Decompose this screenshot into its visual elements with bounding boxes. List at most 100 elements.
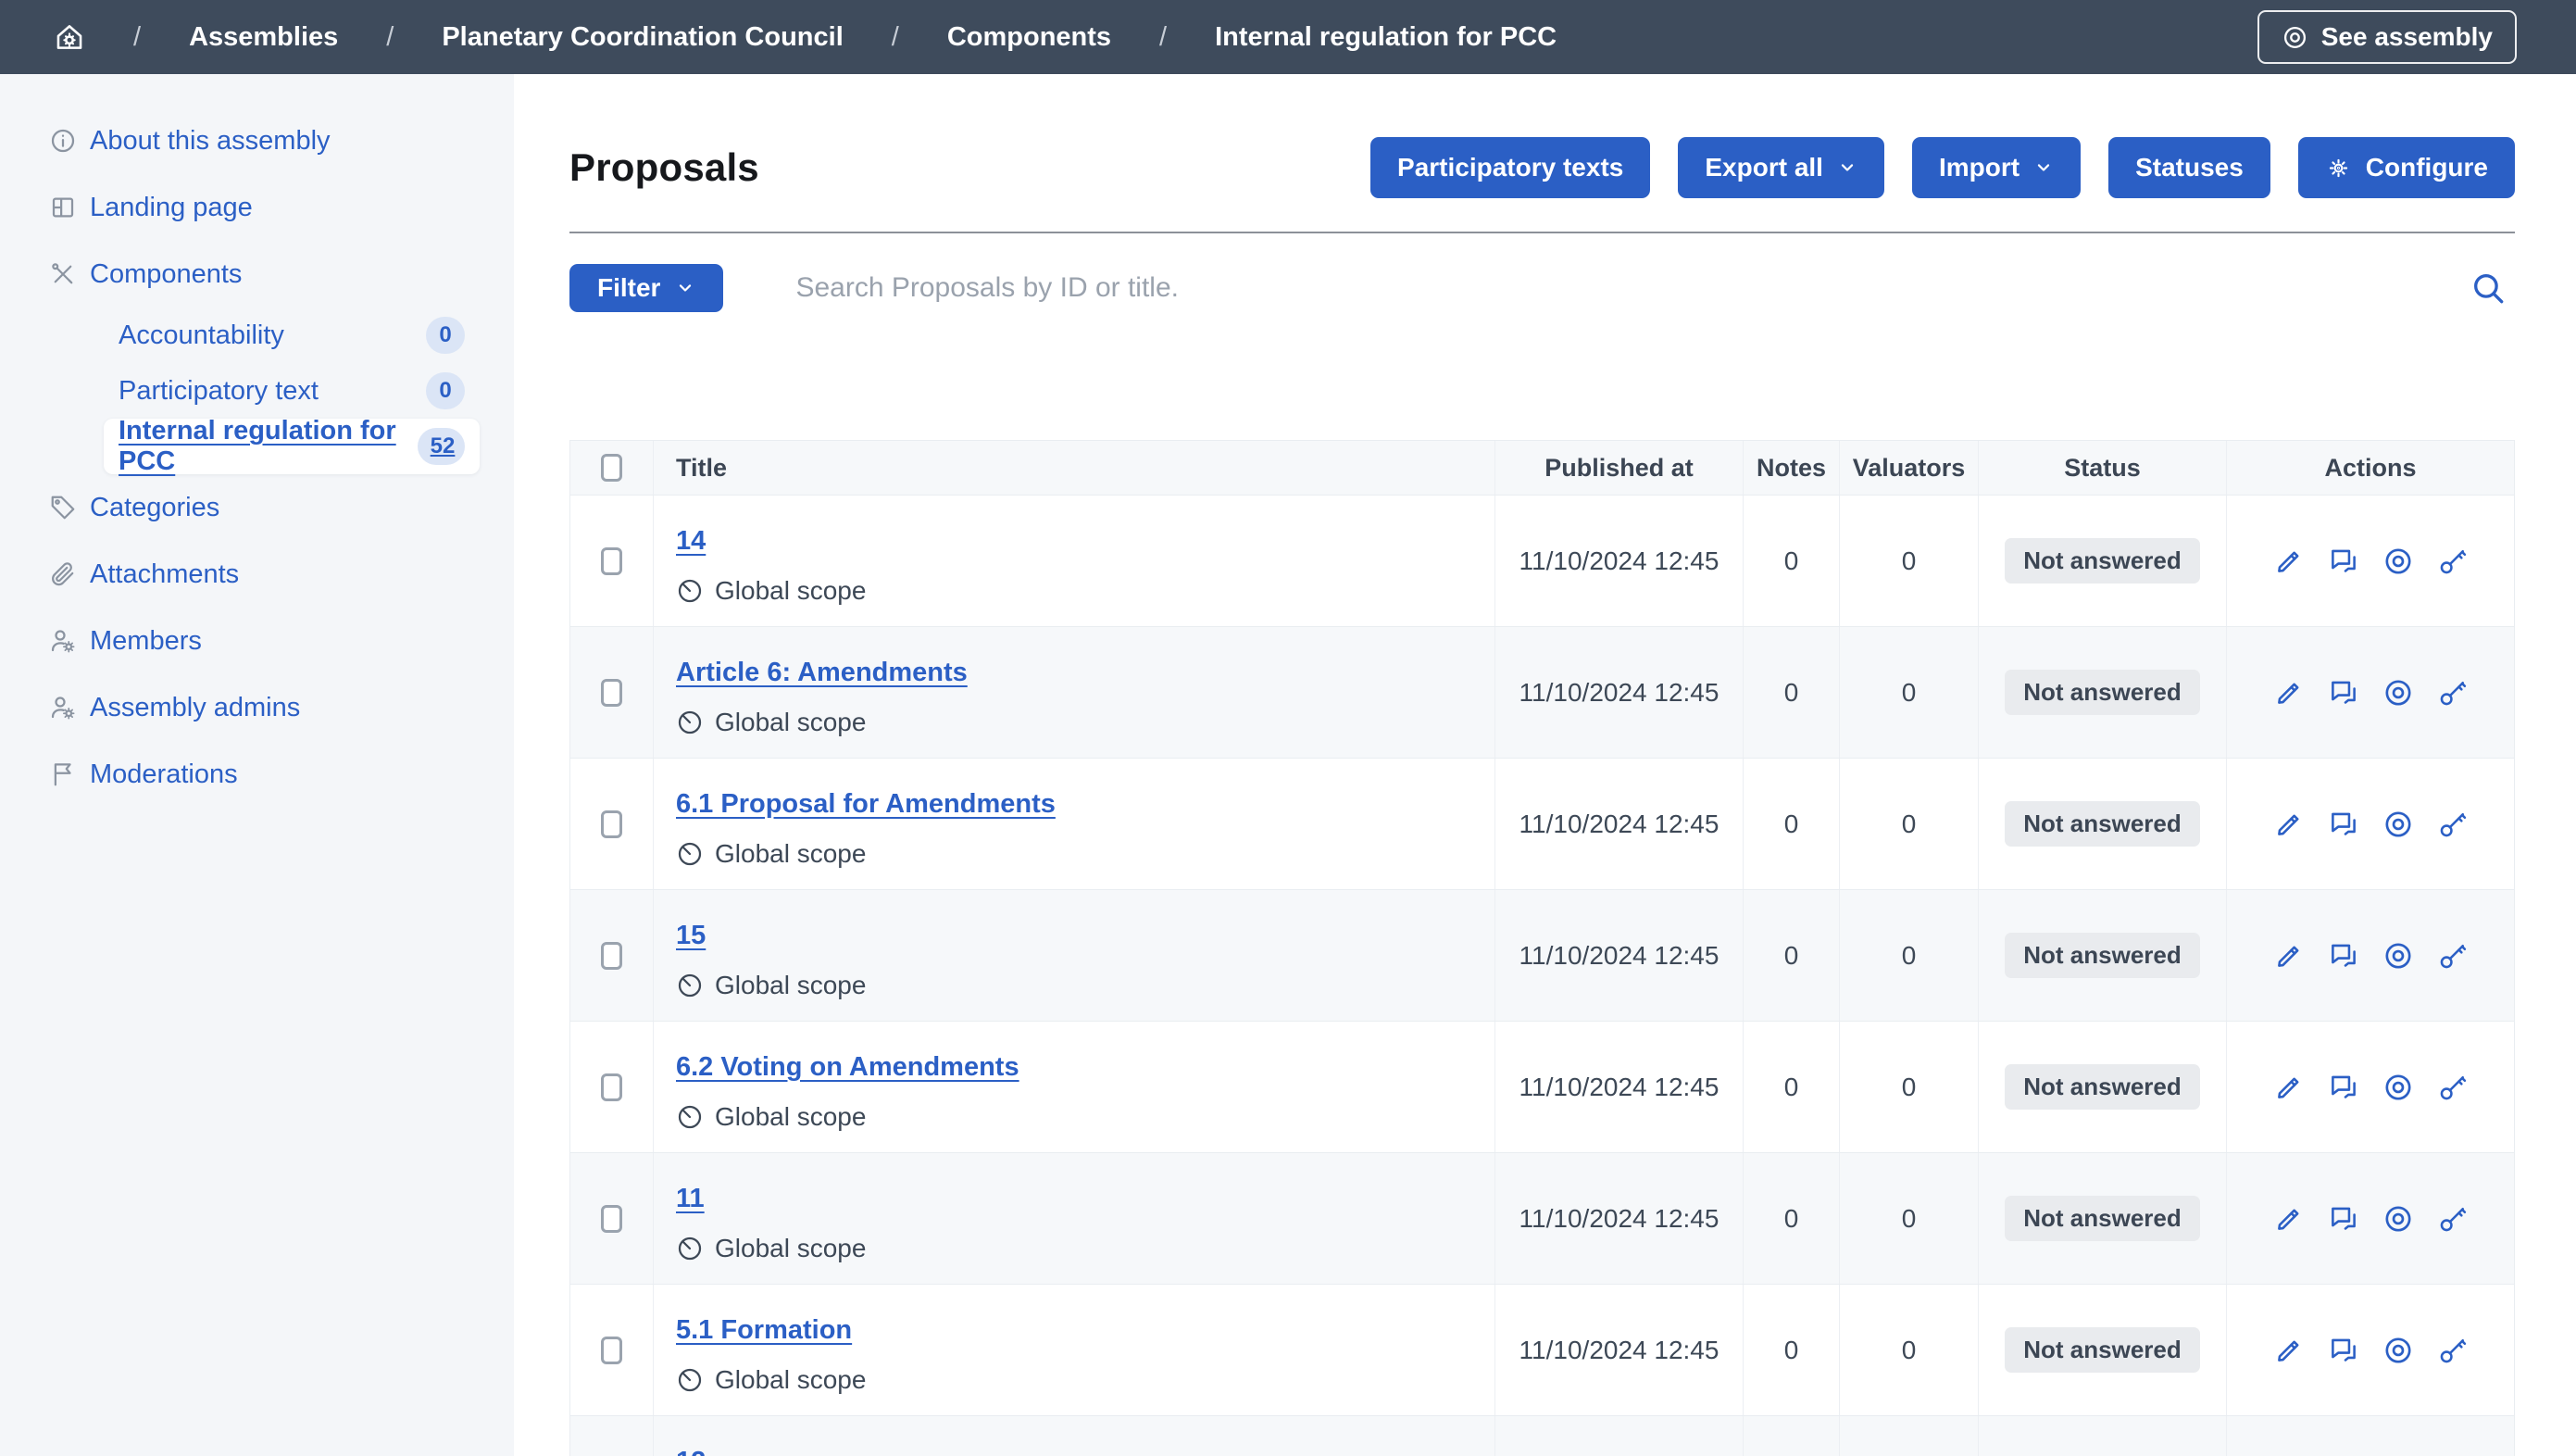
row-checkbox[interactable] <box>601 547 622 575</box>
row-checkbox[interactable] <box>601 942 622 970</box>
permissions-button[interactable] <box>2437 546 2469 577</box>
home-breadcrumb-link[interactable] <box>54 21 85 53</box>
sidebar-item-label: Categories <box>90 493 219 523</box>
sidebar-item-label: Assembly admins <box>90 693 300 723</box>
export-all-button[interactable]: Export all <box>1678 137 1884 198</box>
preview-proposal-button[interactable] <box>2382 1335 2414 1366</box>
sidebar: About this assembly Landing page Compone… <box>0 74 514 1456</box>
preview-proposal-button[interactable] <box>2382 940 2414 972</box>
row-checkbox[interactable] <box>601 810 622 838</box>
permissions-button[interactable] <box>2437 1203 2469 1235</box>
proposal-title-link[interactable]: Article 6: Amendments <box>676 658 968 688</box>
preview-proposal-button[interactable] <box>2382 546 2414 577</box>
permissions-button[interactable] <box>2437 940 2469 972</box>
proposal-scope: Global scope <box>676 1102 1472 1132</box>
answer-proposal-button[interactable] <box>2328 677 2359 709</box>
answer-proposal-button[interactable] <box>2328 1072 2359 1103</box>
column-header-valuators: Valuators <box>1840 441 1979 495</box>
sidebar-item-moderations[interactable]: Moderations <box>0 741 514 808</box>
sidebar-item-internal-regulation[interactable]: Internal regulation for PCC 52 <box>104 419 480 474</box>
permissions-button[interactable] <box>2437 677 2469 709</box>
global-scope-icon <box>676 1103 704 1131</box>
configure-label: Configure <box>2366 153 2488 182</box>
chat-answer-icon <box>2328 940 2359 972</box>
focus-eye-icon <box>2382 677 2414 709</box>
filter-label: Filter <box>597 273 660 303</box>
row-checkbox[interactable] <box>601 1337 622 1364</box>
sidebar-item-members[interactable]: Members <box>0 608 514 674</box>
column-header-status: Status <box>1979 441 2227 495</box>
sidebar-item-label: Components <box>90 259 242 290</box>
filter-button[interactable]: Filter <box>569 264 723 312</box>
proposal-title-link[interactable]: 6.1 Proposal for Amendments <box>676 789 1056 820</box>
permissions-button[interactable] <box>2437 1335 2469 1366</box>
table-row: 14 Global scope 11/10/2024 12:45 0 0 Not… <box>570 495 2514 626</box>
edit-proposal-button[interactable] <box>2273 1335 2305 1366</box>
edit-proposal-button[interactable] <box>2273 1203 2305 1235</box>
breadcrumb-item-current-component[interactable]: Internal regulation for PCC <box>1215 22 1557 53</box>
permissions-button[interactable] <box>2437 809 2469 840</box>
proposal-title-link[interactable]: 12 <box>676 1447 706 1456</box>
edit-proposal-button[interactable] <box>2273 677 2305 709</box>
answer-proposal-button[interactable] <box>2328 1335 2359 1366</box>
sidebar-item-about-assembly[interactable]: About this assembly <box>0 107 514 174</box>
column-header-title: Title <box>654 441 1495 495</box>
search-button[interactable] <box>2469 269 2507 308</box>
status-badge: Not answered <box>2005 670 2200 715</box>
edit-proposal-button[interactable] <box>2273 546 2305 577</box>
answer-proposal-button[interactable] <box>2328 546 2359 577</box>
permissions-button[interactable] <box>2437 1072 2469 1103</box>
configure-button[interactable]: Configure <box>2298 137 2515 198</box>
statuses-button[interactable]: Statuses <box>2108 137 2270 198</box>
row-checkbox[interactable] <box>601 1205 622 1233</box>
proposal-title-link[interactable]: 14 <box>676 526 706 557</box>
chat-answer-icon <box>2328 677 2359 709</box>
status-badge: Not answered <box>2005 538 2200 584</box>
proposal-title-link[interactable]: 15 <box>676 921 706 951</box>
sidebar-item-landing-page[interactable]: Landing page <box>0 174 514 241</box>
valuators-count: 0 <box>1840 890 1979 1021</box>
see-assembly-button[interactable]: See assembly <box>2257 10 2517 64</box>
table-row: 15 Global scope 11/10/2024 12:45 0 0 Not… <box>570 889 2514 1021</box>
valuators-count: 0 <box>1840 627 1979 758</box>
toolbar: Participatory texts Export all Import St… <box>1370 137 2515 198</box>
sidebar-item-categories[interactable]: Categories <box>0 474 514 541</box>
sidebar-item-label: About this assembly <box>90 126 331 157</box>
edit-proposal-button[interactable] <box>2273 1072 2305 1103</box>
import-button[interactable]: Import <box>1912 137 2081 198</box>
proposal-title-link[interactable]: 6.2 Voting on Amendments <box>676 1052 1019 1083</box>
sidebar-item-participatory-text[interactable]: Participatory text 0 <box>104 363 480 419</box>
preview-proposal-button[interactable] <box>2382 1203 2414 1235</box>
breadcrumb-separator: / <box>1159 22 1167 53</box>
breadcrumb-item-assemblies[interactable]: Assemblies <box>189 22 338 53</box>
preview-proposal-button[interactable] <box>2382 677 2414 709</box>
breadcrumb-separator: / <box>133 22 141 53</box>
participatory-texts-button[interactable]: Participatory texts <box>1370 137 1650 198</box>
published-at-cell: 11/10/2024 12:45 <box>1495 890 1744 1021</box>
search-input[interactable] <box>723 264 2469 312</box>
select-all-checkbox[interactable] <box>601 454 622 482</box>
preview-proposal-button[interactable] <box>2382 809 2414 840</box>
edit-proposal-button[interactable] <box>2273 809 2305 840</box>
preview-proposal-button[interactable] <box>2382 1072 2414 1103</box>
edit-proposal-button[interactable] <box>2273 940 2305 972</box>
sidebar-item-accountability[interactable]: Accountability 0 <box>104 308 480 363</box>
proposals-table: Title Published at Notes Valuators Statu… <box>569 440 2515 1456</box>
breadcrumb-item-components[interactable]: Components <box>947 22 1111 53</box>
status-badge: Not answered <box>2005 801 2200 847</box>
breadcrumb-item-assembly[interactable]: Planetary Coordination Council <box>442 22 843 53</box>
sidebar-subitem-label: Internal regulation for PCC <box>119 416 418 477</box>
row-checkbox[interactable] <box>601 679 622 707</box>
proposal-title-link[interactable]: 11 <box>676 1184 705 1214</box>
answer-proposal-button[interactable] <box>2328 940 2359 972</box>
sidebar-item-attachments[interactable]: Attachments <box>0 541 514 608</box>
answer-proposal-button[interactable] <box>2328 1203 2359 1235</box>
answer-proposal-button[interactable] <box>2328 809 2359 840</box>
user-settings-icon <box>49 627 77 655</box>
proposal-title-link[interactable]: 5.1 Formation <box>676 1315 852 1346</box>
row-checkbox[interactable] <box>601 1073 622 1101</box>
notes-count: 0 <box>1744 759 1840 889</box>
focus-eye-icon <box>2282 24 2308 51</box>
sidebar-item-assembly-admins[interactable]: Assembly admins <box>0 674 514 741</box>
sidebar-item-components[interactable]: Components <box>0 241 514 308</box>
